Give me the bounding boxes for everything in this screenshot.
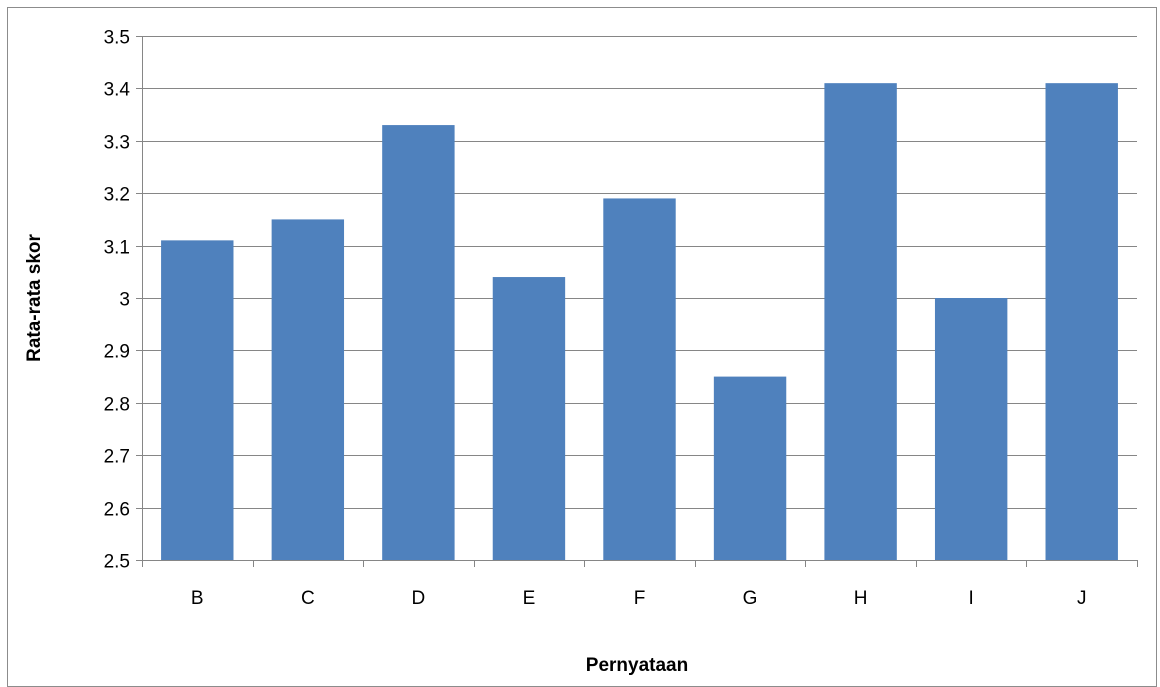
x-tick-label: J [1077, 588, 1087, 609]
y-axis-title: Rata-rata skor [24, 234, 45, 362]
bar-j [1045, 83, 1118, 560]
bar-h [824, 83, 897, 560]
axes [142, 36, 1138, 567]
x-tick-label: C [301, 588, 315, 609]
bar-e [492, 277, 566, 560]
bars [161, 83, 1118, 561]
y-tick-label: 2.8 [104, 395, 130, 416]
y-tick-label: 3.5 [104, 28, 130, 49]
x-tick-label: B [191, 588, 204, 609]
y-tick-label: 3.3 [104, 133, 130, 154]
x-axis-title: Pernyataan [586, 655, 688, 676]
bar-b [161, 240, 234, 561]
y-tick-label: 3.2 [104, 185, 130, 206]
bar-d [382, 125, 455, 560]
y-tick-label: 2.6 [104, 500, 130, 521]
x-tick-label: E [523, 588, 536, 609]
y-tick-label: 3.4 [104, 80, 131, 101]
bar-g [713, 376, 787, 560]
x-tick-label: G [743, 588, 758, 609]
y-tick-label: 2.5 [104, 552, 130, 573]
x-tick-label: D [412, 588, 426, 609]
x-tick-label: H [854, 588, 868, 609]
y-tick-label: 3.1 [104, 238, 130, 259]
x-tick-label: F [634, 588, 646, 609]
y-tick-label: 2.9 [104, 342, 130, 363]
bar-i [934, 298, 1008, 560]
bar-f [603, 198, 676, 560]
tick-labels: 2.5 2.6 2.7 2.8 2.9 3 3.1 3.2 3.3 3.4 3.5 B C D E F G H I J [104, 28, 1087, 610]
y-tick-label: 3 [119, 290, 130, 311]
x-tick-label: I [969, 588, 974, 609]
y-tick-label: 2.7 [104, 447, 130, 468]
bar-c [271, 219, 345, 560]
